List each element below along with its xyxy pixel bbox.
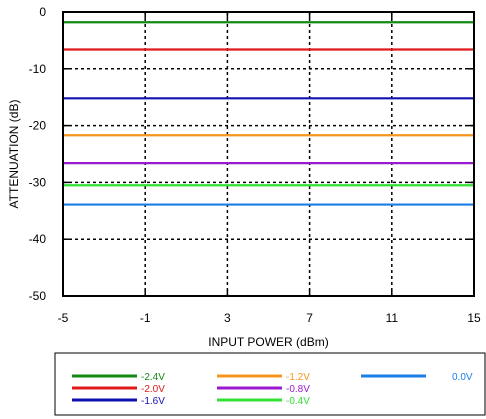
y-tick-label: -10 [29,62,47,76]
x-tick-label: 7 [306,311,313,325]
y-axis-title: ATTENUATION (dB) [7,100,21,209]
legend-label: -0.8V [286,384,310,395]
plot-frame [62,11,475,297]
legend-label: 0.0V [452,372,473,383]
series-lines [63,21,474,206]
y-tick-label: -50 [29,289,47,303]
legend-label: -1.6V [141,396,165,407]
legend-label: -2.4V [141,372,165,383]
y-tick-label: -20 [29,119,47,133]
y-tick-label: 0 [39,5,46,19]
tick-labels: -5 -1 3 7 11 15 0 -10 -20 -30 -40 -50 [29,5,481,325]
x-tick-label: 11 [386,311,399,325]
x-axis-title: INPUT POWER (dBm) [208,335,328,349]
x-tick-label: -5 [58,311,69,325]
x-tick-label: 3 [224,311,231,325]
legend-label: -0.4V [286,396,310,407]
legend: -2.4V-2.0V-1.6V -1.2V-0.8V-0.4V 0.0V [54,352,486,416]
grid [63,12,474,296]
x-tick-label: 15 [467,311,481,325]
legend-box [54,352,486,416]
y-tick-label: -40 [29,232,47,246]
y-tick-label: -30 [29,175,47,189]
legend-label: -1.2V [286,372,310,383]
x-tick-label: -1 [140,311,151,325]
legend-label: -2.0V [141,384,165,395]
